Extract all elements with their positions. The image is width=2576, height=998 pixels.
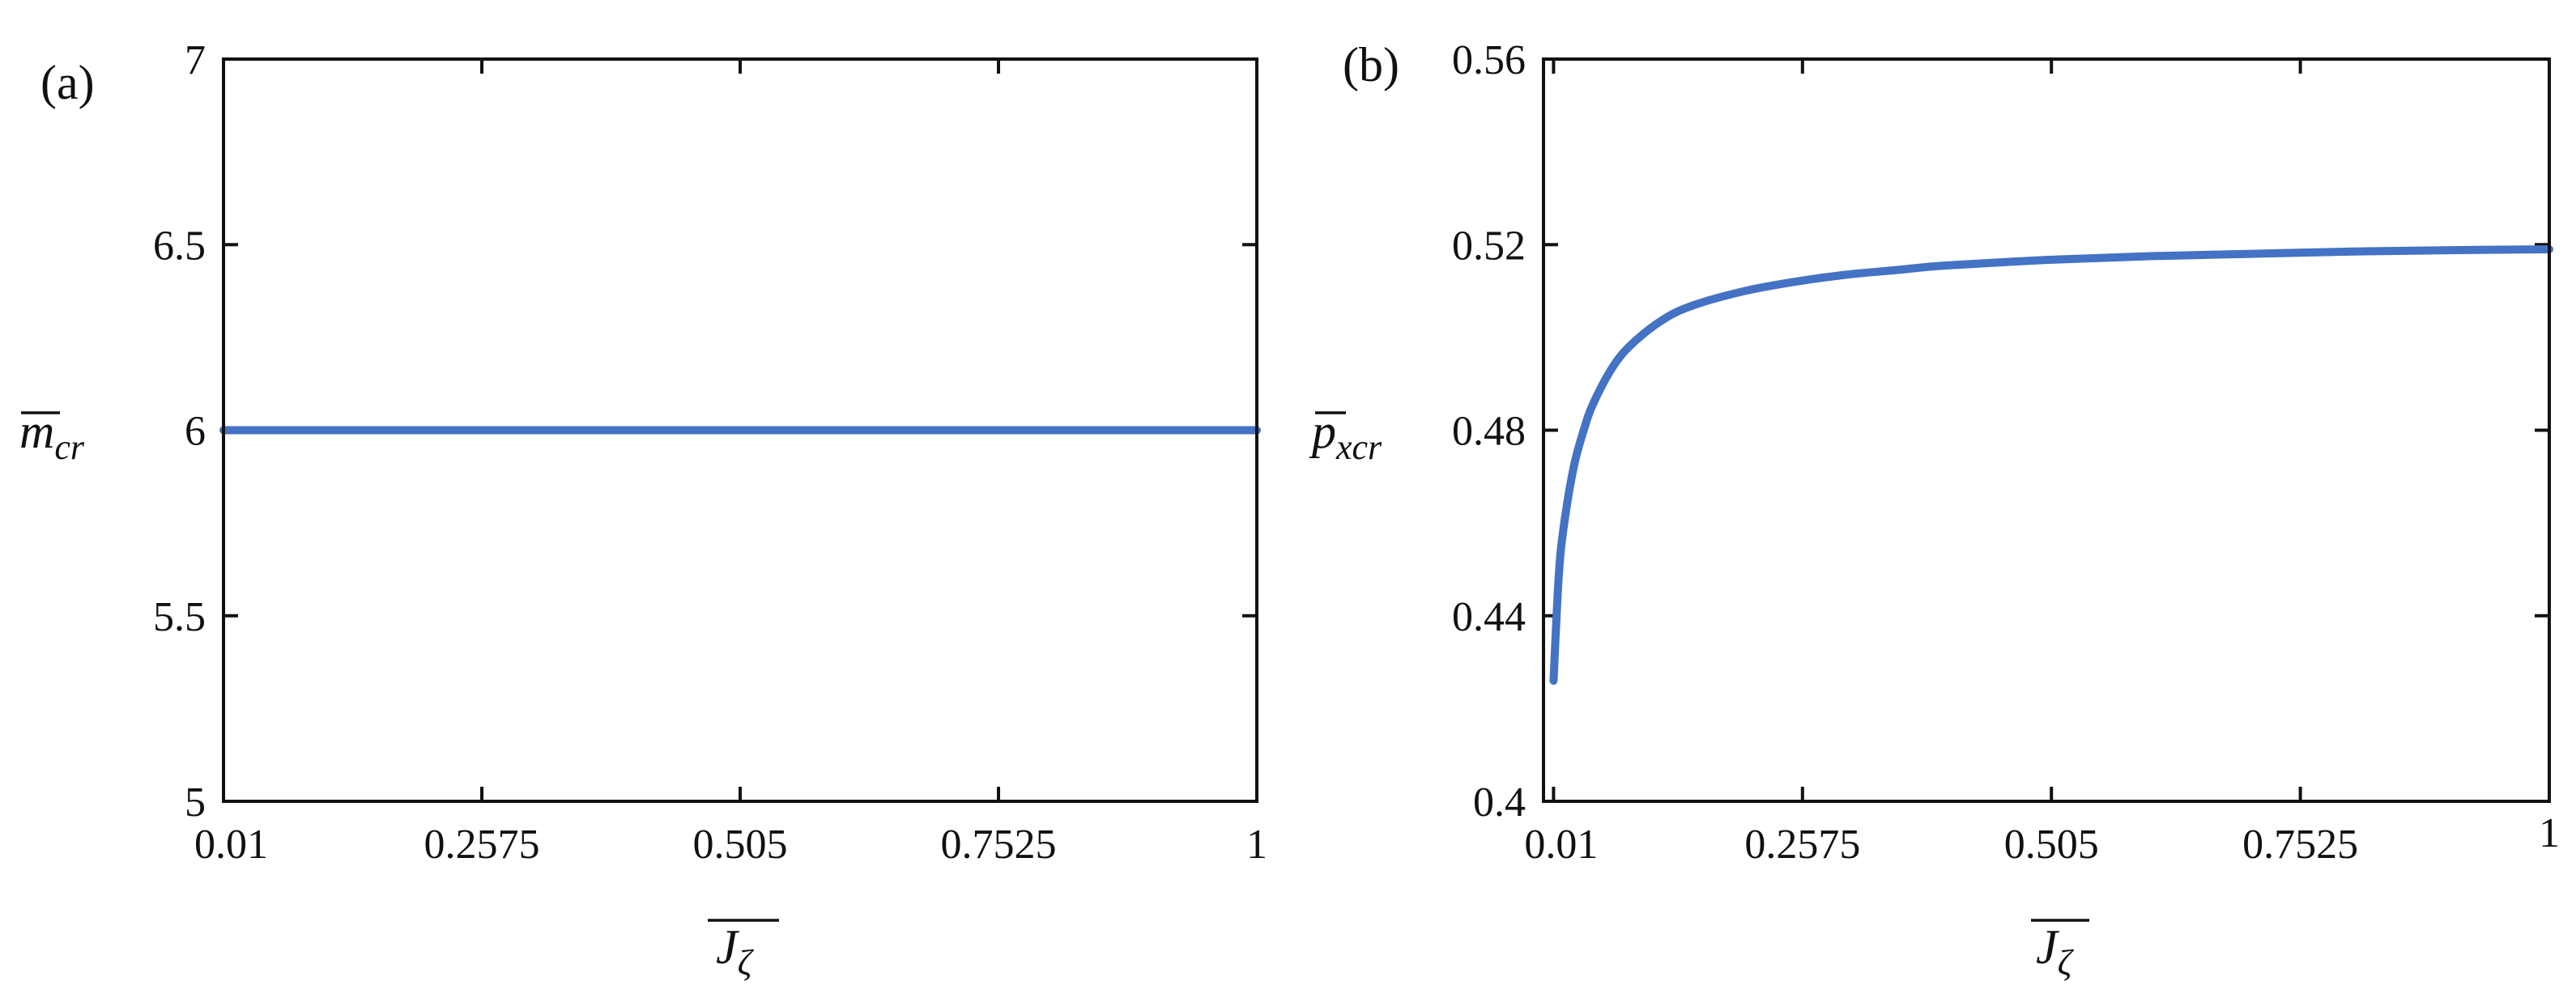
panel-b-ytick-label: 0.56 xyxy=(1452,37,1526,83)
panel-a-xlabel-text: Jζ xyxy=(716,920,755,983)
panel-a-xtick-label: 0.505 xyxy=(693,822,788,868)
panel-b-ylabel-sub: xcr xyxy=(1335,427,1382,467)
panel-a-label: (a) xyxy=(40,56,95,109)
panel-b-xlabel: Jζ xyxy=(2031,919,2089,983)
panel-a-xlabel-main: J xyxy=(716,920,739,974)
panel-a-ylabel-text: mcr xyxy=(19,405,85,467)
panel-b-xlabel-sub: ζ xyxy=(2058,943,2075,983)
panel-a-ytick-label: 6 xyxy=(185,409,206,455)
panel-a-xtick-label: 1 xyxy=(1246,822,1267,868)
panel-a-xtick-label: 0.01 xyxy=(194,822,268,868)
panel-b-ytick-label: 0.44 xyxy=(1452,594,1526,640)
panel-b-tick-labels: 0.4 0.44 0.48 0.52 0.56 0.01 0.2575 0.505 0.7525… xyxy=(1452,37,2560,868)
panel-a-ylabel-main: m xyxy=(19,405,54,458)
panel-b-series xyxy=(1549,244,2553,685)
panel-b-ticks xyxy=(1543,57,2551,803)
panel-a-tick-labels: 5 5.5 6 6.5 7 0.01 0.2575 0.505 0.7525 1 xyxy=(153,37,1267,868)
panel-a-ytick-label: 5.5 xyxy=(153,594,206,640)
panel-b-ytick-label: 0.4 xyxy=(1473,779,1526,826)
panel-a-xtick-label: 0.2575 xyxy=(424,822,540,868)
panel-b-ytick-label: 0.48 xyxy=(1452,409,1526,455)
panel-a-ylabel-sub: cr xyxy=(54,427,85,467)
panel-b-xtick-label: 0.2575 xyxy=(1744,822,1860,868)
panel-b-ytick-label: 0.52 xyxy=(1452,223,1526,269)
panel-b-xtick-label: 0.505 xyxy=(2004,822,2099,868)
panel-a-xlabel-sub: ζ xyxy=(738,943,755,983)
panel-b-xlabel-main: J xyxy=(2036,920,2059,974)
panel-b-ylabel-text: pxcr xyxy=(1309,405,1382,467)
panel-a-xlabel: Jζ xyxy=(708,919,779,983)
panel-b: (b) 0.40.440.480.520.560.01 0.2575 0.505 0.… xyxy=(1309,37,2560,983)
panel-a-ytick-label: 6.5 xyxy=(153,223,206,269)
panel-b-frame xyxy=(1542,57,2551,803)
panel-b-ylabel-main: p xyxy=(1309,405,1336,458)
panel-a: (a) 55.566.570.01 0.2575 0.505 0.7525 1 mcr … xyxy=(19,37,1267,983)
panel-b-series-line xyxy=(1549,244,2553,685)
panel-b-xtick-label: 1 xyxy=(2539,810,2560,856)
panel-a-ytick-label: 7 xyxy=(185,37,206,83)
panel-b-xtick-label: 0.01 xyxy=(1524,822,1598,868)
panel-b-ylabel: pxcr xyxy=(1309,405,1382,467)
panel-b-label: (b) xyxy=(1343,38,1399,91)
panel-a-xtick-label: 0.7525 xyxy=(941,822,1057,868)
panel-a-frame xyxy=(222,57,1258,803)
panel-b-xtick-label: 0.7525 xyxy=(2242,822,2358,868)
panel-b-xlabel-text: Jζ xyxy=(2036,920,2075,983)
panel-a-ytick-label: 5 xyxy=(185,779,206,826)
panel-a-ylabel: mcr xyxy=(19,405,85,467)
